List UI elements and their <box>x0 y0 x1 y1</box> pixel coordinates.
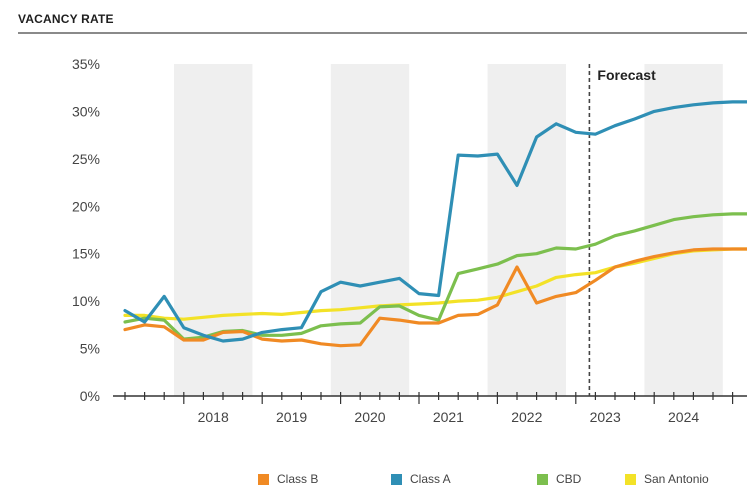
x-tick-label: 2021 <box>433 409 464 425</box>
y-tick-label: 15% <box>72 246 100 262</box>
chart-title: VACANCY RATE <box>18 12 114 26</box>
y-tick-label: 35% <box>72 56 100 72</box>
series-line-class-b <box>123 247 747 348</box>
y-tick-label: 0% <box>80 388 100 404</box>
x-tick-label: 2020 <box>354 409 385 425</box>
year-band <box>487 64 566 396</box>
x-tick-label: 2024 <box>668 409 699 425</box>
chart-header: VACANCY RATE <box>18 10 747 34</box>
y-tick-label: 10% <box>72 293 100 309</box>
year-band <box>644 64 723 396</box>
year-band <box>174 64 253 396</box>
x-tick-label: 2018 <box>198 409 229 425</box>
series-line-class-a <box>123 100 747 343</box>
x-tick-label: 2019 <box>276 409 307 425</box>
y-tick-label: 20% <box>72 198 100 214</box>
y-tick-label: 5% <box>80 341 100 357</box>
y-tick-label: 25% <box>72 151 100 167</box>
x-tick-label: 2022 <box>511 409 542 425</box>
year-band <box>330 64 410 396</box>
forecast-label: Forecast <box>597 67 656 83</box>
x-tick-label: 2023 <box>590 409 621 425</box>
y-tick-label: 30% <box>72 103 100 119</box>
